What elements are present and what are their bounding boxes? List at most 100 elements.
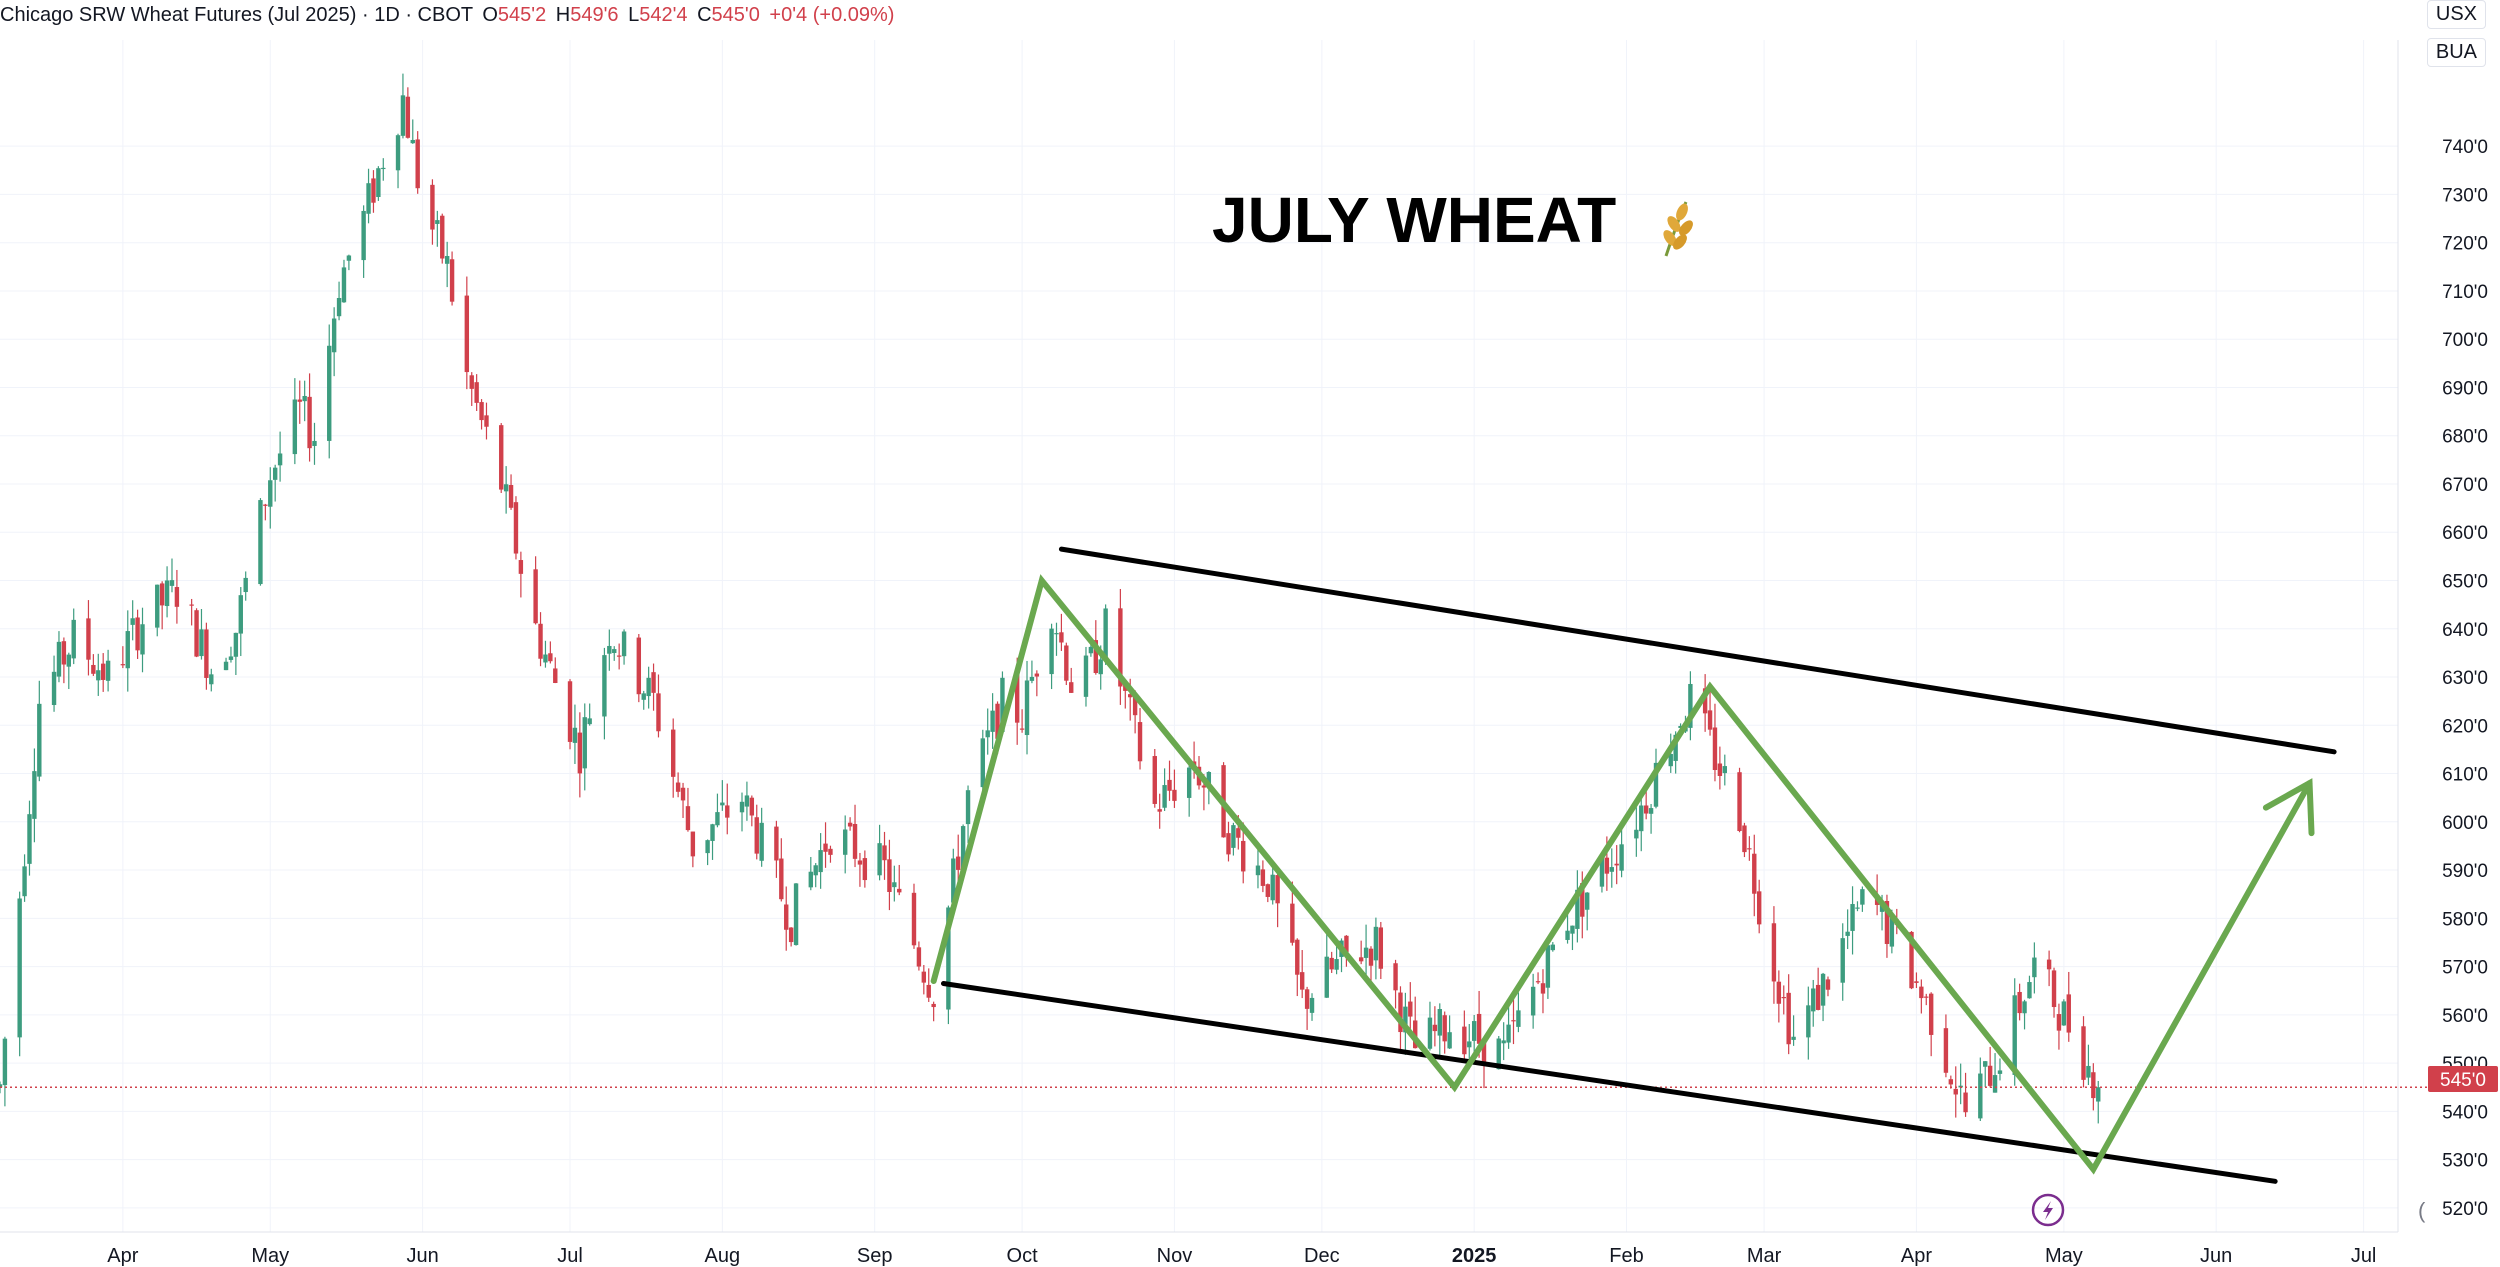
candle	[1983, 1061, 1988, 1087]
candle	[1756, 879, 1762, 934]
candle	[1363, 924, 1369, 980]
candle	[410, 119, 415, 144]
candle	[209, 668, 214, 692]
candle	[788, 927, 794, 947]
candle	[361, 205, 366, 278]
candle	[469, 372, 474, 406]
candle	[204, 622, 209, 690]
candle	[656, 674, 661, 738]
time-tick-label: Jul	[2351, 1245, 2377, 1267]
candle	[1707, 687, 1713, 736]
price-tick-label: 630'0	[2442, 668, 2488, 689]
time-tick-label: Jun	[406, 1245, 438, 1267]
candle	[1992, 1053, 1998, 1093]
candle	[572, 704, 578, 765]
candle	[297, 380, 302, 424]
candle	[292, 378, 298, 465]
price-tick-label: 590'0	[2442, 861, 2488, 882]
candle	[435, 210, 440, 247]
candle	[1304, 986, 1310, 1030]
time-tick-label: Aug	[705, 1245, 741, 1267]
candle	[415, 131, 420, 194]
candle	[705, 839, 710, 866]
lightning-circle-icon[interactable]	[2031, 1193, 2065, 1227]
price-axis[interactable]: 740'0 730'0 720'0 710'0 700'0 690'0 680'0 670'0…	[2442, 137, 2488, 1220]
candle	[965, 785, 971, 844]
candle	[1791, 1015, 1796, 1046]
time-tick-label: Dec	[1304, 1245, 1340, 1267]
candle	[1653, 748, 1659, 809]
candle	[1334, 946, 1339, 975]
candle	[882, 831, 887, 880]
candle	[513, 496, 519, 560]
candle	[1019, 709, 1025, 733]
price-tick-label: 640'0	[2442, 620, 2488, 641]
candles	[0, 73, 2101, 1124]
candle	[366, 168, 371, 224]
high-label: H	[555, 4, 571, 26]
candle	[405, 87, 411, 139]
candle	[508, 474, 514, 510]
candle	[223, 657, 229, 671]
candle	[612, 646, 617, 661]
candle	[307, 373, 312, 462]
candle	[66, 652, 71, 690]
candle	[400, 73, 406, 139]
candle	[56, 631, 62, 683]
candle	[1501, 1022, 1506, 1061]
candle	[720, 780, 725, 811]
candle	[2091, 1063, 2096, 1111]
candle	[1771, 906, 1777, 1004]
candle	[1860, 886, 1865, 912]
candle	[1064, 642, 1069, 686]
candle	[1953, 1066, 1958, 1118]
candle	[71, 608, 76, 665]
currency-button[interactable]: USX	[2426, 0, 2486, 29]
price-tick-label: 690'0	[2442, 378, 2488, 399]
candle	[430, 179, 435, 245]
current-price-badge: 545'0	[2428, 1066, 2498, 1092]
candle	[911, 883, 917, 949]
candle	[739, 792, 745, 832]
candle	[641, 690, 646, 710]
price-tick-label: 570'0	[2442, 958, 2488, 979]
candle	[1545, 943, 1551, 999]
candle	[690, 831, 696, 868]
candle	[1722, 754, 1727, 786]
price-tick-label: 520'0	[2442, 1199, 2488, 1220]
candle	[680, 782, 686, 818]
time-axis[interactable]: Apr May Jun Jul Aug Sep Oct Nov Dec 2025 Feb Mar Apr…	[107, 1245, 2376, 1267]
candle	[312, 422, 317, 465]
unit-button[interactable]: BUA	[2426, 38, 2486, 67]
candle	[916, 941, 922, 971]
candle	[887, 839, 892, 911]
candle	[646, 666, 651, 709]
candle	[754, 804, 759, 860]
candle	[2056, 1003, 2062, 1050]
candle	[464, 276, 470, 390]
candle	[17, 891, 22, 1057]
candle	[381, 158, 386, 181]
candle	[1432, 1006, 1438, 1047]
candle	[1309, 993, 1315, 1021]
candle	[2081, 1016, 2086, 1088]
candle	[1069, 667, 1074, 693]
candle	[189, 598, 194, 626]
open-value: 545'2	[497, 4, 547, 26]
chart-title: JULY WHEAT	[1212, 184, 1616, 256]
low-value: 542'4	[639, 4, 688, 26]
channel-upper-line	[1058, 546, 2337, 755]
candle	[159, 581, 165, 630]
candle	[1550, 942, 1556, 952]
candle	[1619, 825, 1624, 878]
candle	[302, 380, 307, 422]
time-tick-label: May	[251, 1245, 289, 1267]
price-tick-label: 530'0	[2442, 1151, 2488, 1172]
candle	[1688, 671, 1693, 741]
price-tick-label: 730'0	[2442, 185, 2488, 206]
candle	[1083, 646, 1089, 707]
candle	[842, 815, 848, 874]
candle	[1506, 1006, 1511, 1049]
candle	[449, 251, 455, 306]
